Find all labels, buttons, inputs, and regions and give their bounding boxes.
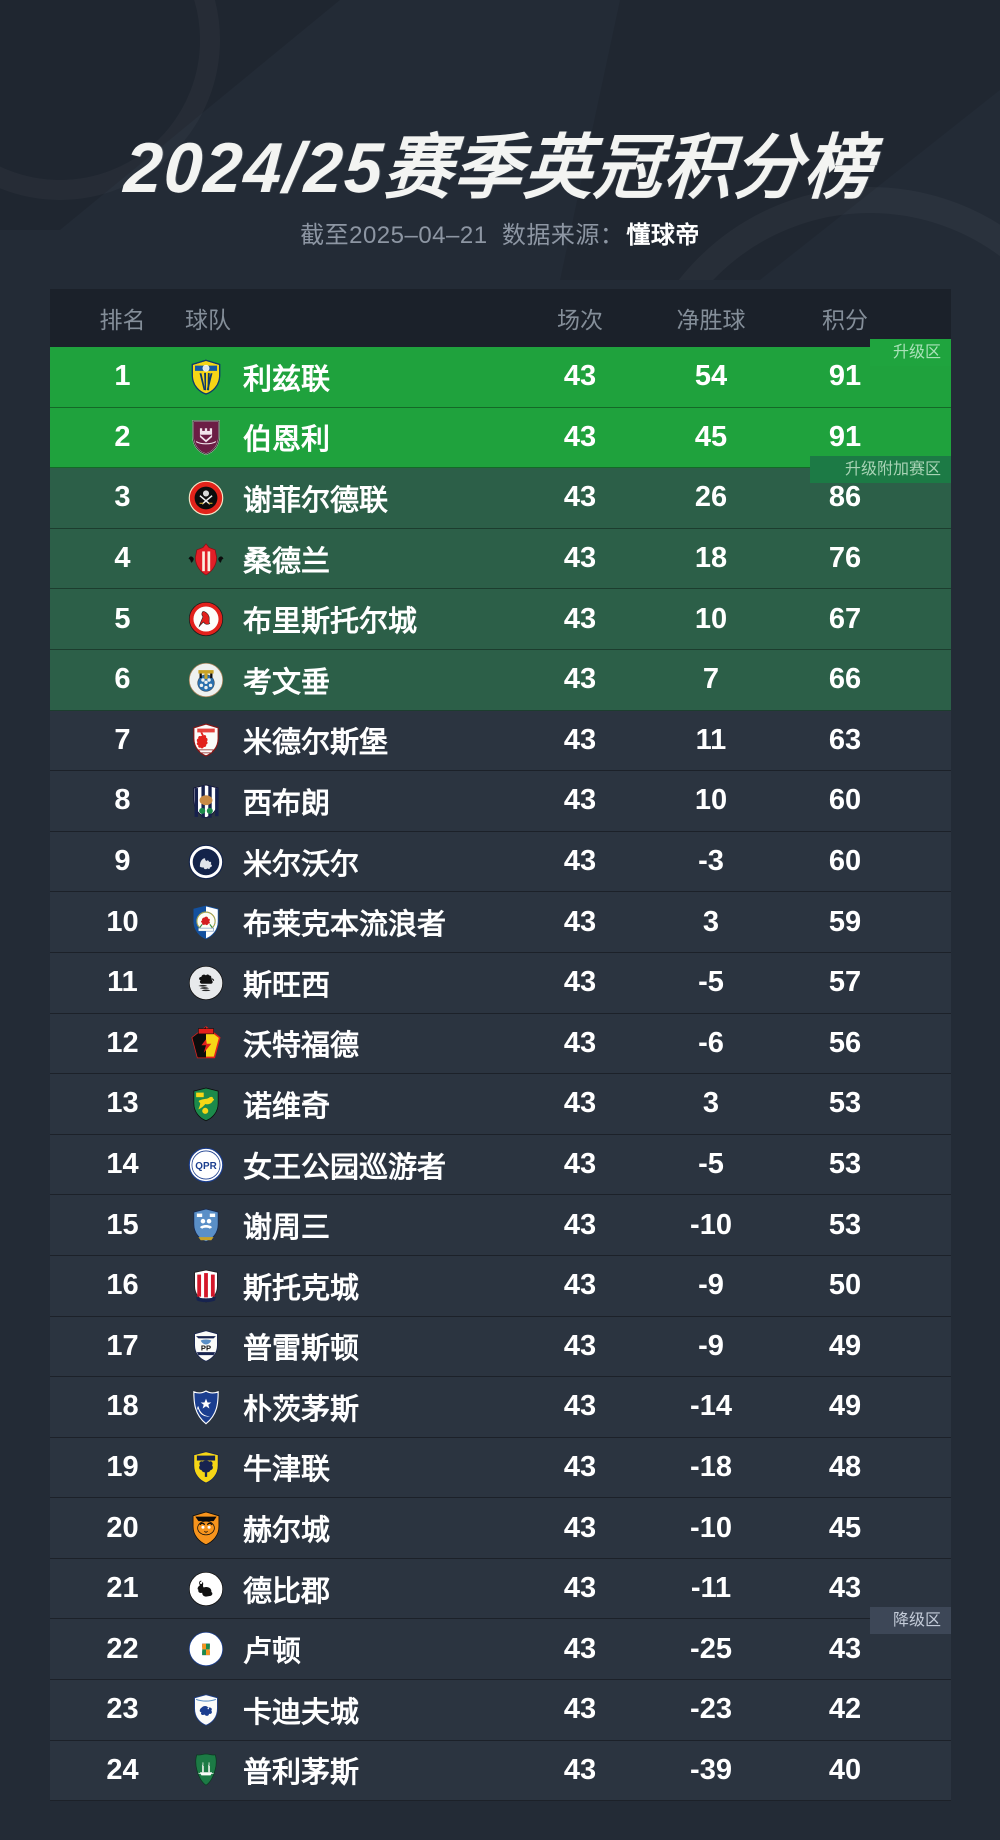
svg-text:PP: PP (201, 1344, 211, 1353)
svg-text:QPR: QPR (195, 1160, 216, 1171)
